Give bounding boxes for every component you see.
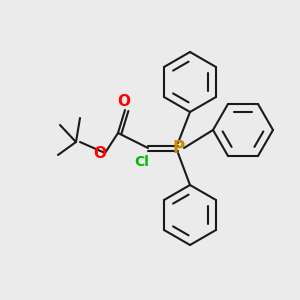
Text: O: O xyxy=(118,94,130,110)
Text: O: O xyxy=(94,146,106,160)
Text: P: P xyxy=(173,139,185,157)
Text: Cl: Cl xyxy=(135,155,149,169)
